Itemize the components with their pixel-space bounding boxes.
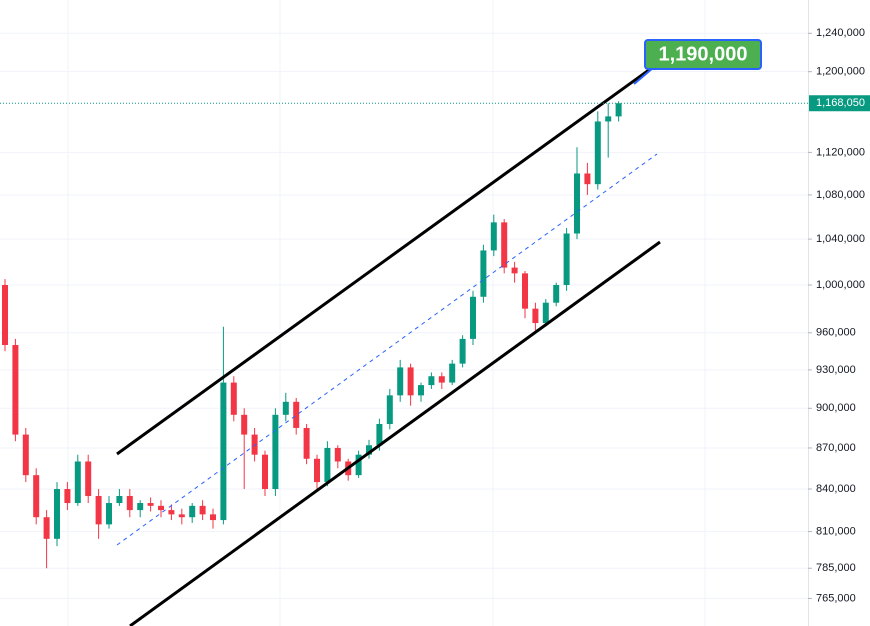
- candle-body: [501, 222, 508, 268]
- y-tick-label: 1,200,000: [816, 66, 865, 78]
- y-tick-label: 960,000: [816, 327, 856, 339]
- price-axis-ticks: 1,240,000 1,200,000 1,120,000 1,080,000 1,04…: [808, 27, 870, 604]
- candle-body: [314, 458, 320, 483]
- y-tick-label: 1,040,000: [816, 233, 865, 245]
- candle-body: [74, 461, 81, 504]
- candle-body: [522, 273, 528, 309]
- candle-body: [428, 376, 435, 386]
- y-tick-label: 1,000,000: [816, 279, 865, 291]
- y-tick-label: 900,000: [816, 402, 856, 414]
- candle-body: [376, 423, 383, 446]
- candle-body: [147, 503, 154, 506]
- candle-body: [407, 367, 414, 396]
- candle-body: [542, 302, 549, 324]
- candle-body: [137, 503, 144, 511]
- candle-body: [480, 250, 487, 297]
- grid: [0, 0, 808, 626]
- candle-body: [449, 363, 456, 383]
- last-price-badge: [809, 95, 870, 112]
- y-tick-label: 785,000: [816, 562, 856, 574]
- candle-body: [178, 514, 185, 518]
- candle-body: [43, 517, 50, 539]
- candle-body: [106, 503, 112, 525]
- callout-box: [644, 39, 762, 70]
- candle-body: [511, 267, 518, 274]
- y-tick-label: 765,000: [816, 592, 856, 604]
- candle-body: [251, 434, 258, 455]
- candle-body: [574, 173, 580, 234]
- candle-body: [334, 447, 341, 462]
- channel-upper: [116, 60, 661, 456]
- candle-body: [220, 382, 227, 521]
- candle-body: [158, 505, 164, 511]
- candle-body: [563, 233, 570, 286]
- candle-body: [386, 395, 393, 424]
- candle-body: [366, 445, 372, 455]
- candle-body: [210, 514, 216, 521]
- candle-body: [262, 454, 268, 490]
- candle-body: [553, 285, 560, 303]
- callout-text: 1,190,000: [659, 43, 748, 65]
- y-tick-label: 840,000: [816, 483, 856, 495]
- channel-lower: [129, 240, 661, 626]
- candle-body: [324, 447, 331, 483]
- candle-body: [272, 414, 279, 490]
- y-tick-label: 1,120,000: [816, 146, 865, 158]
- y-tick-label: 810,000: [816, 525, 856, 537]
- candle-body: [303, 427, 310, 459]
- candle-body: [532, 308, 539, 324]
- y-tick-label: 870,000: [816, 442, 856, 454]
- candle-body: [22, 434, 29, 476]
- candle-body: [605, 116, 612, 122]
- candle-body: [230, 382, 237, 415]
- candles: [2, 101, 622, 569]
- drawings: [0, 60, 808, 626]
- candle-body: [85, 461, 92, 497]
- candle-body: [199, 505, 206, 515]
- channel-middle: [116, 153, 658, 546]
- candle-body: [54, 489, 60, 539]
- candle-body: [168, 510, 175, 515]
- candle-body: [116, 496, 123, 504]
- candle-body: [2, 285, 8, 346]
- candle-body: [355, 454, 362, 476]
- candle-body: [241, 414, 248, 435]
- candle-body: [418, 385, 424, 396]
- candle-body: [459, 338, 466, 364]
- candle-body: [470, 296, 476, 339]
- candle-body: [33, 475, 40, 518]
- candle-body: [594, 121, 601, 185]
- candle-body: [584, 173, 591, 185]
- y-tick-label: 1,080,000: [816, 189, 865, 201]
- candle-body: [438, 376, 445, 383]
- candle-body: [282, 401, 289, 415]
- candle-body: [293, 401, 300, 428]
- candle-body: [615, 103, 622, 117]
- last-price-label: 1,168,050: [816, 97, 865, 109]
- candle-body: [126, 496, 133, 511]
- callout: 1,190,000: [644, 39, 762, 70]
- candle-body: [64, 489, 71, 504]
- candle-body: [397, 367, 404, 396]
- candle-body: [12, 345, 19, 435]
- y-tick-label: 1,240,000: [816, 27, 865, 39]
- candle-body: [189, 505, 196, 518]
- candle-body: [490, 222, 497, 251]
- candle-body: [95, 496, 102, 525]
- y-tick-label: 930,000: [816, 364, 856, 376]
